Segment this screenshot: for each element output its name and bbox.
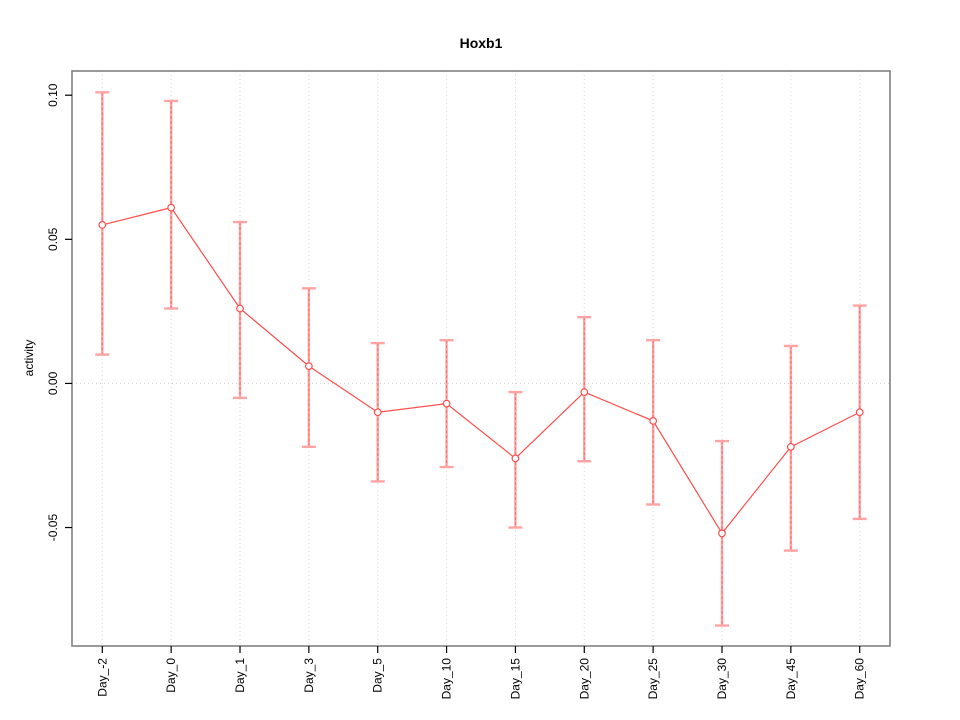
data-point bbox=[304, 362, 313, 371]
x-tick-label: Day_1 bbox=[233, 658, 247, 693]
data-point bbox=[373, 408, 382, 417]
data-point bbox=[98, 221, 107, 229]
data-point bbox=[511, 454, 520, 463]
y-tick-label: -0.05 bbox=[46, 514, 60, 542]
data-point bbox=[236, 304, 244, 313]
y-tick-label: 0.00 bbox=[46, 371, 60, 395]
x-tick-label: Day_0 bbox=[164, 658, 178, 693]
data-point bbox=[718, 529, 726, 538]
plot-area: 0.10 0.05 0.00 -0.05 Day_-2 Day_0 Day_1 Day_3 Da… bbox=[46, 70, 891, 700]
x-tick-label: Day_3 bbox=[302, 658, 316, 693]
x-tick-label: Day_20 bbox=[577, 658, 591, 700]
x-tick-label: Day_45 bbox=[784, 658, 798, 700]
x-tick-label: Day_60 bbox=[853, 658, 867, 700]
data-point bbox=[855, 408, 864, 417]
x-tick-label: Day_30 bbox=[715, 658, 729, 700]
y-tick-label: 0.10 bbox=[46, 83, 60, 107]
data-point bbox=[649, 416, 658, 425]
x-tick-label: Day_10 bbox=[440, 658, 454, 700]
x-tick-label: Day_5 bbox=[371, 658, 385, 693]
data-point bbox=[442, 399, 451, 408]
data-point bbox=[580, 388, 589, 396]
y-tick-label: 0.05 bbox=[46, 227, 60, 251]
x-tick-label: Day_25 bbox=[646, 658, 660, 700]
data-point bbox=[167, 203, 176, 212]
series-line bbox=[102, 206, 860, 535]
y-axis-label: activity bbox=[22, 340, 36, 377]
plot-border bbox=[71, 70, 891, 647]
x-tick-label: Day_-2 bbox=[95, 658, 109, 697]
x-tick-label: Day_15 bbox=[508, 658, 522, 700]
chart-title: Hoxb1 bbox=[460, 35, 503, 51]
data-point bbox=[786, 442, 795, 451]
